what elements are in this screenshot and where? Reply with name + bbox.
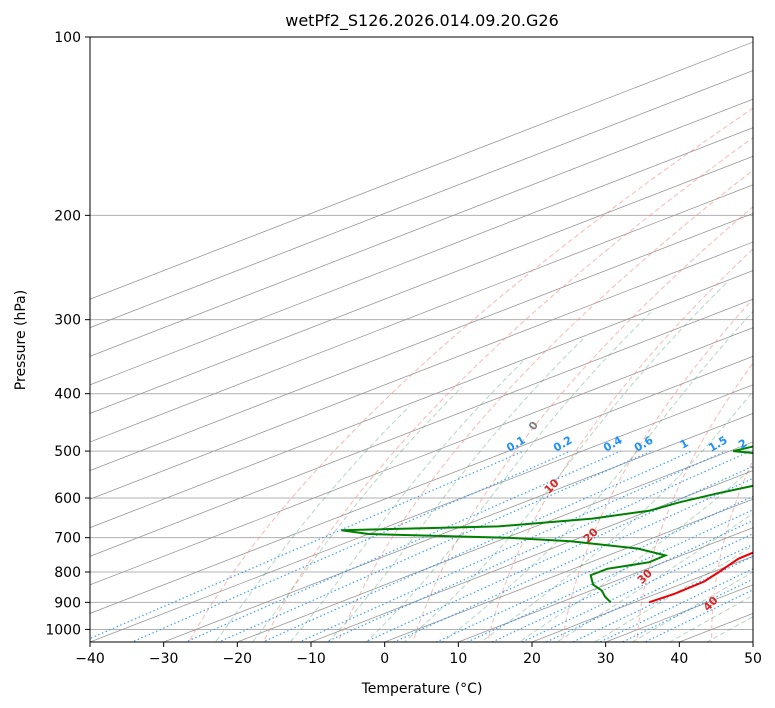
moist-adiabats bbox=[214, 282, 753, 642]
y-tick-label: 400 bbox=[54, 387, 81, 403]
y-tick-label: 300 bbox=[54, 313, 81, 329]
isotherm-line bbox=[90, 384, 753, 642]
isotherm-line bbox=[90, 270, 753, 529]
isotherm-line bbox=[236, 441, 753, 642]
isotherm-line bbox=[90, 127, 753, 386]
x-tick-label: 30 bbox=[597, 651, 615, 667]
moist-adiabat-line bbox=[631, 571, 753, 642]
mixing-ratio-label: 1 bbox=[678, 437, 691, 452]
x-axis-ticks: −40 −30 −20 −10 0 10 20 30 40 50 bbox=[75, 642, 762, 667]
y-tick-label: 800 bbox=[54, 565, 81, 581]
mixing-ratio-line bbox=[363, 465, 753, 642]
data-series bbox=[341, 445, 753, 604]
dry-adiabat-label: 30 bbox=[635, 567, 655, 587]
y-tick-label: 100 bbox=[54, 30, 81, 46]
dry-adiabat-line bbox=[262, 137, 753, 642]
isotherm-line bbox=[90, 98, 753, 357]
dry-adiabats bbox=[188, 107, 753, 642]
mixing-ratio-line bbox=[434, 495, 753, 642]
y-tick-label: 700 bbox=[54, 531, 81, 547]
moist-adiabat-line bbox=[214, 405, 410, 642]
y-tick-label: 900 bbox=[54, 595, 81, 611]
mixing-ratio-line bbox=[261, 450, 693, 642]
x-tick-label: −30 bbox=[149, 651, 179, 667]
isotherm-line bbox=[162, 412, 753, 642]
moist-adiabat-line bbox=[518, 466, 753, 642]
y-axis-label: Pressure (hPa) bbox=[13, 290, 29, 390]
mixing-ratio-lines bbox=[90, 450, 753, 642]
isotherm-line bbox=[530, 555, 753, 642]
moist-adiabat-line bbox=[556, 512, 753, 642]
moist-adiabat-line bbox=[252, 386, 463, 642]
mixing-ratio-line bbox=[392, 477, 753, 642]
dry-adiabat-line bbox=[487, 248, 753, 642]
x-tick-label: 10 bbox=[449, 651, 467, 667]
dry-adiabat-line bbox=[412, 206, 753, 642]
x-tick-label: −40 bbox=[75, 651, 105, 667]
mixing-ratio-line bbox=[297, 450, 726, 642]
isotherm-line bbox=[90, 41, 753, 300]
isobar-grid bbox=[90, 37, 753, 630]
mixing-ratio-line bbox=[184, 450, 621, 642]
isotherm-line bbox=[309, 470, 753, 642]
moist-adiabat-line bbox=[327, 335, 587, 642]
isotherm-line bbox=[751, 641, 753, 642]
x-axis-label: Temperature (°C) bbox=[361, 681, 483, 697]
moist-adiabat-line bbox=[668, 594, 753, 642]
isotherm-line bbox=[678, 612, 753, 642]
x-tick-label: 50 bbox=[744, 651, 762, 667]
dewpoint-profile bbox=[341, 445, 753, 604]
mixing-ratio-line bbox=[520, 533, 753, 642]
temperature-profile bbox=[648, 551, 753, 604]
moist-adiabat-line bbox=[441, 310, 753, 642]
isotherm-line bbox=[90, 184, 753, 443]
plot-area: -100-90-80-70-60-50-40-30-20-10010203040… bbox=[90, 37, 753, 642]
mixing-ratio-line bbox=[571, 555, 753, 642]
y-tick-label: 500 bbox=[54, 444, 81, 460]
isotherm-line bbox=[90, 355, 753, 614]
isotherm-grid bbox=[90, 41, 753, 642]
isotherm-line bbox=[90, 241, 753, 500]
isotherm-line bbox=[90, 212, 753, 472]
mixing-ratio-line bbox=[490, 519, 753, 642]
x-tick-label: 20 bbox=[523, 651, 541, 667]
dry-adiabat-line bbox=[337, 169, 753, 642]
moist-adiabat-line bbox=[480, 390, 753, 642]
moist-adiabat-line bbox=[593, 545, 753, 642]
y-tick-label: 200 bbox=[54, 208, 81, 224]
y-tick-label: 1000 bbox=[45, 622, 81, 638]
isotherm-line bbox=[90, 298, 753, 557]
dry-adiabat-line bbox=[636, 362, 753, 642]
mixing-ratio-line bbox=[643, 589, 753, 642]
dry-adiabat-label: 10 bbox=[542, 476, 562, 496]
dry-adiabat-line bbox=[188, 107, 753, 642]
x-tick-label: −10 bbox=[296, 651, 326, 667]
isotherm-line bbox=[90, 327, 753, 586]
mixing-ratio-line bbox=[466, 509, 753, 642]
isotherm-line bbox=[383, 498, 753, 642]
line-labels: -100-90-80-70-60-50-40-30-20-10010203040… bbox=[504, 419, 749, 614]
plot-frame bbox=[89, 36, 754, 643]
y-tick-label: 600 bbox=[54, 491, 81, 507]
mixing-ratio-line bbox=[598, 568, 753, 642]
y-axis-ticks: 1000 900 800 700 600 500 400 300 200 100 bbox=[45, 30, 90, 638]
mixing-ratio-line bbox=[90, 450, 524, 640]
dry-adiabat-line bbox=[711, 458, 753, 642]
isotherm-line bbox=[457, 527, 753, 642]
x-tick-label: −20 bbox=[223, 651, 253, 667]
moist-adiabat-line bbox=[706, 616, 753, 642]
isotherm-line bbox=[90, 155, 753, 414]
chart-title: wetPf2_S126.2026.014.09.20.G26 bbox=[285, 11, 559, 31]
x-tick-label: 40 bbox=[670, 651, 688, 667]
x-tick-label: 0 bbox=[380, 651, 389, 667]
mixing-ratio-line bbox=[217, 450, 652, 642]
mixing-ratio-line bbox=[130, 450, 571, 642]
moist-adiabat-line bbox=[365, 310, 653, 642]
moist-adiabat-line bbox=[403, 282, 727, 642]
isotherm-line bbox=[90, 70, 753, 329]
